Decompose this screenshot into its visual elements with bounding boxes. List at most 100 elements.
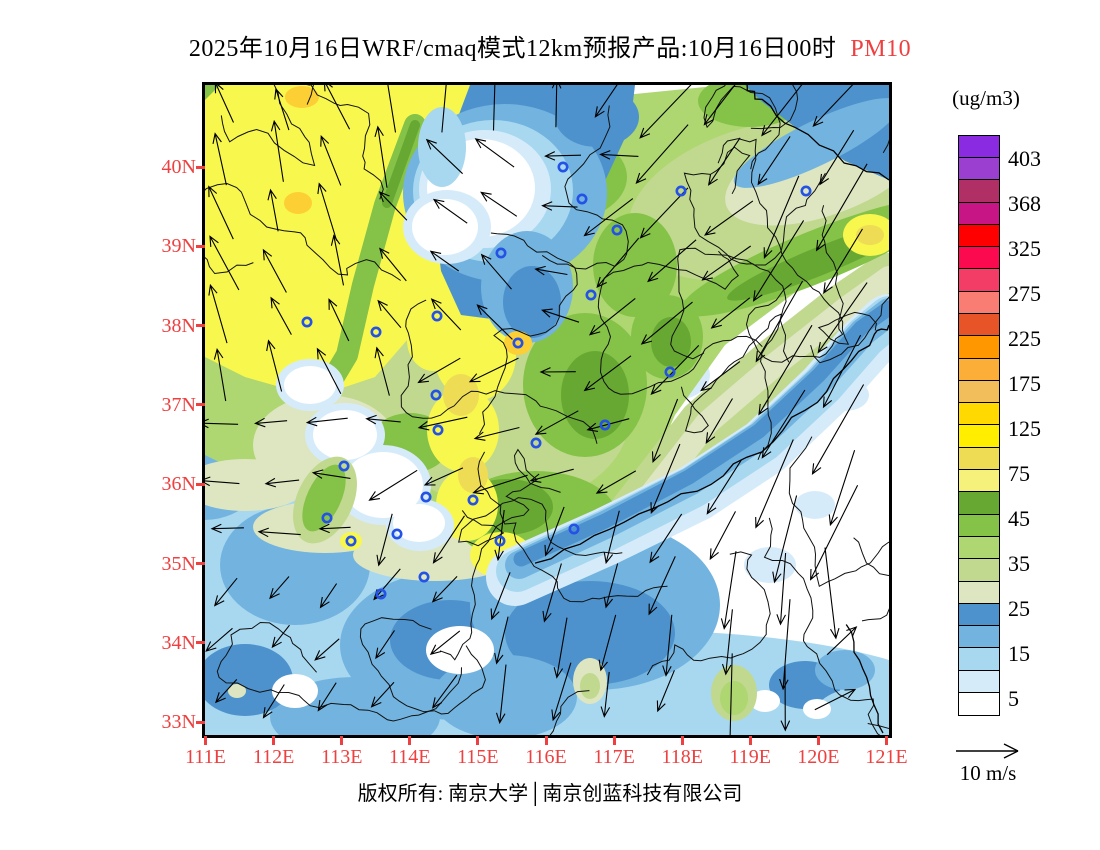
city-ring-marker	[800, 185, 812, 197]
wind-arrow	[317, 682, 337, 712]
lat-label-38N: 38N	[161, 314, 196, 337]
city-ring-marker	[576, 193, 588, 205]
lat-label-37N: 37N	[161, 393, 196, 416]
wind-arrow	[815, 163, 868, 252]
wind-arrow	[541, 308, 580, 323]
city-ring-marker	[664, 366, 676, 378]
wind-arrow	[495, 664, 507, 725]
lon-label-116E: 116E	[525, 746, 567, 768]
lat-label-36N: 36N	[161, 473, 196, 496]
wind-arrow	[656, 670, 675, 713]
wind-arrow	[328, 298, 350, 342]
legend-value-125: 125	[1008, 415, 1041, 441]
legend-cell	[958, 201, 1000, 226]
title-main: 2025年10月16日WRF/cmaq模式12km预报产品:10月16日00时	[188, 36, 837, 62]
wind-arrow	[819, 129, 855, 186]
city-ring-marker	[512, 337, 524, 349]
wind-arrow	[212, 132, 227, 186]
lat-tick	[196, 562, 205, 565]
wind-arrow	[779, 599, 791, 691]
legend-cell	[958, 290, 1000, 315]
wind-arrow	[270, 296, 292, 335]
wind-arrow	[594, 85, 618, 118]
wind-arrow	[772, 495, 798, 584]
wind-arrow	[262, 684, 285, 719]
legend-colorbar	[958, 134, 1000, 716]
wind-arrow	[274, 87, 290, 131]
legend-value-5: 5	[1008, 685, 1019, 711]
copyright-text: 版权所有: 南京大学│南京创蓝科技有限公司	[357, 783, 743, 805]
city-ring-marker	[301, 316, 313, 328]
wind-arrow	[811, 384, 865, 475]
wind-arrow	[706, 459, 742, 515]
legend-value-225: 225	[1008, 325, 1041, 351]
page-title: 2025年10月16日WRF/cmaq模式12km预报产品:10月16日00时 P…	[0, 28, 1100, 63]
city-ring-marker	[467, 494, 479, 506]
wind-arrow	[205, 476, 240, 487]
wind-arrow	[490, 85, 500, 131]
wind-arrow	[417, 357, 461, 384]
wind-arrow	[271, 624, 290, 649]
lat-tick	[196, 324, 205, 328]
lat-tick	[196, 641, 205, 645]
wind-arrow	[378, 191, 408, 221]
legend-value-275: 275	[1008, 280, 1041, 306]
lon-tick	[408, 736, 412, 745]
wind-arrow	[650, 345, 700, 395]
wind-arrow	[651, 398, 679, 464]
wind-arrow	[318, 523, 351, 534]
wind-arrow	[810, 484, 859, 581]
lat-tick	[196, 482, 205, 486]
legend-cell	[958, 246, 1000, 270]
wind-reference-label: 10 m/s	[959, 761, 1017, 785]
city-ring-marker	[530, 437, 542, 449]
wind-arrow	[429, 250, 460, 272]
wind-arrow	[817, 282, 868, 354]
legend-cell	[958, 424, 1000, 449]
wind-arrow	[700, 361, 741, 392]
lon-tick	[816, 736, 820, 745]
wind-arrow	[267, 188, 279, 232]
wind-arrow	[441, 85, 447, 133]
lon-tick	[885, 736, 888, 745]
legend-value-25: 25	[1008, 595, 1030, 621]
wind-arrow	[210, 523, 244, 534]
wind-arrow	[583, 355, 632, 392]
legend-value-403: 403	[1008, 145, 1041, 171]
wind-arrow	[494, 616, 509, 665]
wind-arrow	[316, 347, 342, 394]
city-ring-marker	[431, 310, 443, 322]
wind-arrow	[603, 510, 620, 565]
lon-label-111E: 111E	[185, 746, 226, 768]
wind-arrow	[755, 439, 794, 529]
city-ring-marker	[611, 224, 623, 236]
wind-arrow	[205, 418, 239, 429]
wind-arrow	[822, 334, 862, 409]
wind-arrow	[480, 191, 518, 217]
wind-arrow	[647, 239, 697, 283]
lat-label-34N: 34N	[161, 631, 196, 654]
legend-cell	[958, 669, 1000, 694]
lon-tick	[680, 736, 684, 745]
wind-arrow	[814, 688, 857, 711]
wind-arrow	[583, 198, 634, 237]
wind-arrow	[473, 426, 520, 441]
lon-tick	[476, 736, 480, 745]
contour-fill-layer	[205, 85, 889, 735]
lat-label-39N: 39N	[161, 235, 196, 258]
lon-tick	[612, 736, 616, 745]
lon-tick	[544, 736, 548, 745]
wind-arrow	[423, 467, 464, 486]
city-ring-marker	[495, 247, 507, 259]
lon-label-120E: 120E	[797, 746, 840, 768]
wind-arrow	[544, 506, 565, 557]
lat-label-35N: 35N	[161, 552, 196, 575]
wind-arrow	[208, 283, 228, 344]
lon-tick	[748, 736, 752, 745]
wind-arrow	[417, 416, 468, 431]
wind-arrow	[311, 469, 351, 479]
wind-arrow	[648, 556, 676, 616]
city-ring-marker	[430, 389, 442, 401]
legend-cell	[958, 446, 1000, 471]
wind-arrow	[494, 509, 505, 562]
